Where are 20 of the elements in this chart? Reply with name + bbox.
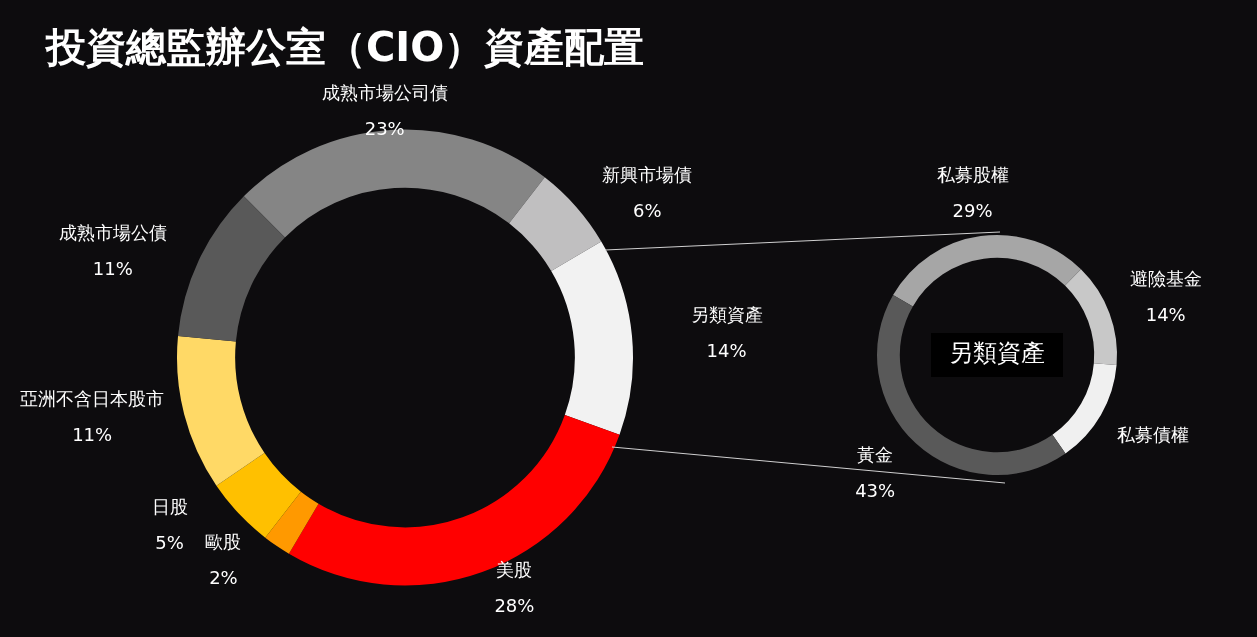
data-label: 14%: [1145, 304, 1186, 326]
slice-label: 私募股權: [936, 164, 1009, 186]
chart-title: 投資總監辦公室（CIO）資產配置: [46, 23, 645, 72]
slice-label: 避險基金: [1129, 268, 1202, 290]
slice-label: 日股: [151, 495, 188, 517]
data-label: 2%: [209, 566, 238, 588]
slice-label: 美股: [496, 558, 533, 580]
slice-label: 亞洲不含日本股市: [20, 388, 165, 410]
data-label: 11%: [72, 424, 113, 446]
data-label: 29%: [952, 200, 993, 222]
slice-label: 成熟市場公債: [58, 222, 167, 244]
data-label: 11%: [92, 258, 133, 280]
data-label: 23%: [364, 117, 405, 139]
slice-label: 歐股: [205, 530, 242, 552]
slice-label: 成熟市場公司債: [321, 81, 448, 103]
data-label: 28%: [494, 594, 535, 616]
slice-label: 新興市場債: [602, 164, 693, 186]
data-label: 6%: [633, 200, 662, 222]
data-label: 5%: [155, 531, 184, 553]
slice-label: 私募債權: [1116, 423, 1189, 445]
